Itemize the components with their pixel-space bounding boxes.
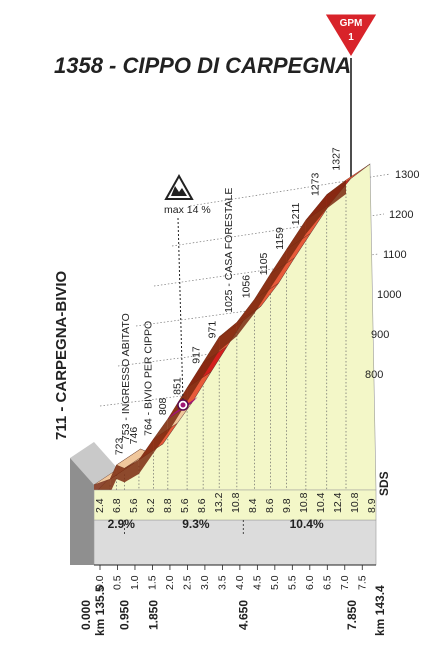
profile-segment-side <box>116 465 125 483</box>
altitude-tick-label: 1000 <box>377 289 401 301</box>
point-label: 764 - BIVIO PER CIPPO <box>143 321 155 436</box>
segment-gradient: 8.6 <box>264 498 276 513</box>
segment-gradient: 13.2 <box>213 492 225 513</box>
point-label: 753 - INGRESSO ABITATO <box>120 313 132 441</box>
segment-gradient: 6.8 <box>111 498 123 513</box>
gpm-badge: GPM 1 <box>324 13 378 58</box>
km-tick-label: 6.0 <box>304 575 316 590</box>
section-gradient-labels: 2.9% 9.3% 10.4% <box>108 517 324 535</box>
section-gradient: 10.4% <box>290 517 324 531</box>
km-tick-label: 2.0 <box>164 575 176 590</box>
profile-segment-side <box>167 387 188 433</box>
km-tick-label: 0.5 <box>111 575 123 590</box>
section-gradient: 2.9% <box>108 517 136 531</box>
segment-gradient: 10.8 <box>230 492 242 513</box>
sds-label: SDS <box>377 471 391 496</box>
altitude-tick-label: 1100 <box>383 249 407 261</box>
km-tick-label: 2.5 <box>181 575 193 590</box>
profile-segment-side <box>305 194 327 235</box>
gpm-label: GPM <box>340 18 363 29</box>
km-tick-label: 4.0 <box>234 575 246 590</box>
km-mark-label: 0.000 <box>79 600 93 630</box>
km-tick-label: 1.0 <box>129 575 141 590</box>
profile-segment-side <box>236 299 255 337</box>
profile-segment-side <box>326 180 346 209</box>
segment-gradient: 10.8 <box>349 492 361 513</box>
start-side-panel <box>70 458 94 565</box>
segment-gradient: 2.4 <box>94 498 106 513</box>
point-label: 971 <box>207 321 219 339</box>
segment-gradient: 8.4 <box>247 498 259 513</box>
segment-gradient-labels: 2.4 6.8 5.6 6.2 8.8 5.6 8.6 13.2 10.8 8.4 8.6 9.8 10… <box>94 492 378 513</box>
profile-segment-side <box>138 439 154 474</box>
point-label: 1327 <box>330 147 342 171</box>
segment-gradient: 8.9 <box>366 498 378 513</box>
point-label: 1159 <box>274 227 286 250</box>
profile-band <box>93 163 371 499</box>
altitude-scale: 800 900 1000 1100 1200 1300 <box>365 169 419 381</box>
profile-segment-side <box>203 336 220 377</box>
point-label: 1025 - CASA FORESTALE <box>223 188 235 313</box>
point-label: 723 <box>114 437 126 455</box>
gradient-strip <box>93 489 377 521</box>
km-tick-label: 6.5 <box>321 575 333 590</box>
profile-segment-side <box>153 418 168 454</box>
km-tick-label: 0.0 <box>94 575 106 590</box>
segment-gradient: 6.2 <box>145 498 157 513</box>
gpm-category: 1 <box>348 32 354 43</box>
altitude-tick-label: 1300 <box>395 169 419 181</box>
point-label: 851 <box>171 377 183 395</box>
point-drop-lines <box>109 186 347 490</box>
km-mark-label: 1.850 <box>146 600 160 630</box>
km-total-start: km 135.5 <box>93 585 107 636</box>
profile-segment-side <box>187 362 204 402</box>
km-tick-label: 7.5 <box>356 575 368 590</box>
km-mark-label: 4.650 <box>236 600 250 630</box>
segment-gradient: 9.8 <box>281 498 293 513</box>
max-gradient-label: max 14 % <box>164 204 211 216</box>
km-tick-label: 4.5 <box>251 575 263 590</box>
road-strip <box>93 519 377 566</box>
segment-gradient: 10.4 <box>315 492 327 513</box>
km-mark-label: 7.850 <box>345 600 359 630</box>
point-label: 1105 <box>258 252 270 275</box>
chart-title: 1358 - CIPPO DI CARPEGNA <box>54 53 351 78</box>
segment-gradient: 8.6 <box>196 498 208 513</box>
start-label: 711 - CARPEGNA-BIVIO <box>53 270 70 440</box>
point-label: 1273 <box>309 173 321 197</box>
segment-gradient: 12.4 <box>332 492 344 513</box>
point-label: 1056 <box>240 275 252 299</box>
profile-segment-side <box>219 322 237 351</box>
profile-segment-side <box>124 459 139 483</box>
altitude-tick-label: 900 <box>371 329 389 341</box>
segment-gradient: 8.8 <box>162 498 174 513</box>
point-label: 1211 <box>290 203 302 226</box>
altitude-tick-label: 800 <box>365 369 383 381</box>
profile-segment-side <box>286 220 306 264</box>
point-label: 917 <box>191 346 203 364</box>
profile-segment-side <box>110 465 117 494</box>
section-gradient: 9.3% <box>182 517 210 531</box>
profile-segment-side <box>254 273 271 314</box>
segment-gradient: 5.6 <box>179 498 191 513</box>
profile-segment-side <box>270 249 287 288</box>
point-label: 746 <box>128 427 140 445</box>
km-total-end: km 143.4 <box>373 585 387 636</box>
km-tick-label: 5.5 <box>286 575 298 590</box>
start-cap <box>70 442 118 485</box>
km-axis: 0.0 0.5 1.0 1.5 2.0 2.5 3.0 3.5 4.0 4.5 5.0 5.5 6.0 6… <box>79 564 387 636</box>
km-tick-label: 7.0 <box>339 575 351 590</box>
km-tick-label: 3.5 <box>216 575 228 590</box>
km-tick-label: 1.5 <box>146 575 158 590</box>
altitude-tick-label: 1200 <box>389 209 413 221</box>
segment-gradient: 10.8 <box>298 492 310 513</box>
segment-gradient: 5.6 <box>128 498 140 513</box>
max-gradient-marker: max 14 % <box>164 173 211 411</box>
km-tick-label: 3.0 <box>199 575 211 590</box>
point-label: 808 <box>157 397 169 415</box>
km-mark-label: 0.950 <box>117 600 131 630</box>
km-tick-label: 5.0 <box>269 575 281 590</box>
